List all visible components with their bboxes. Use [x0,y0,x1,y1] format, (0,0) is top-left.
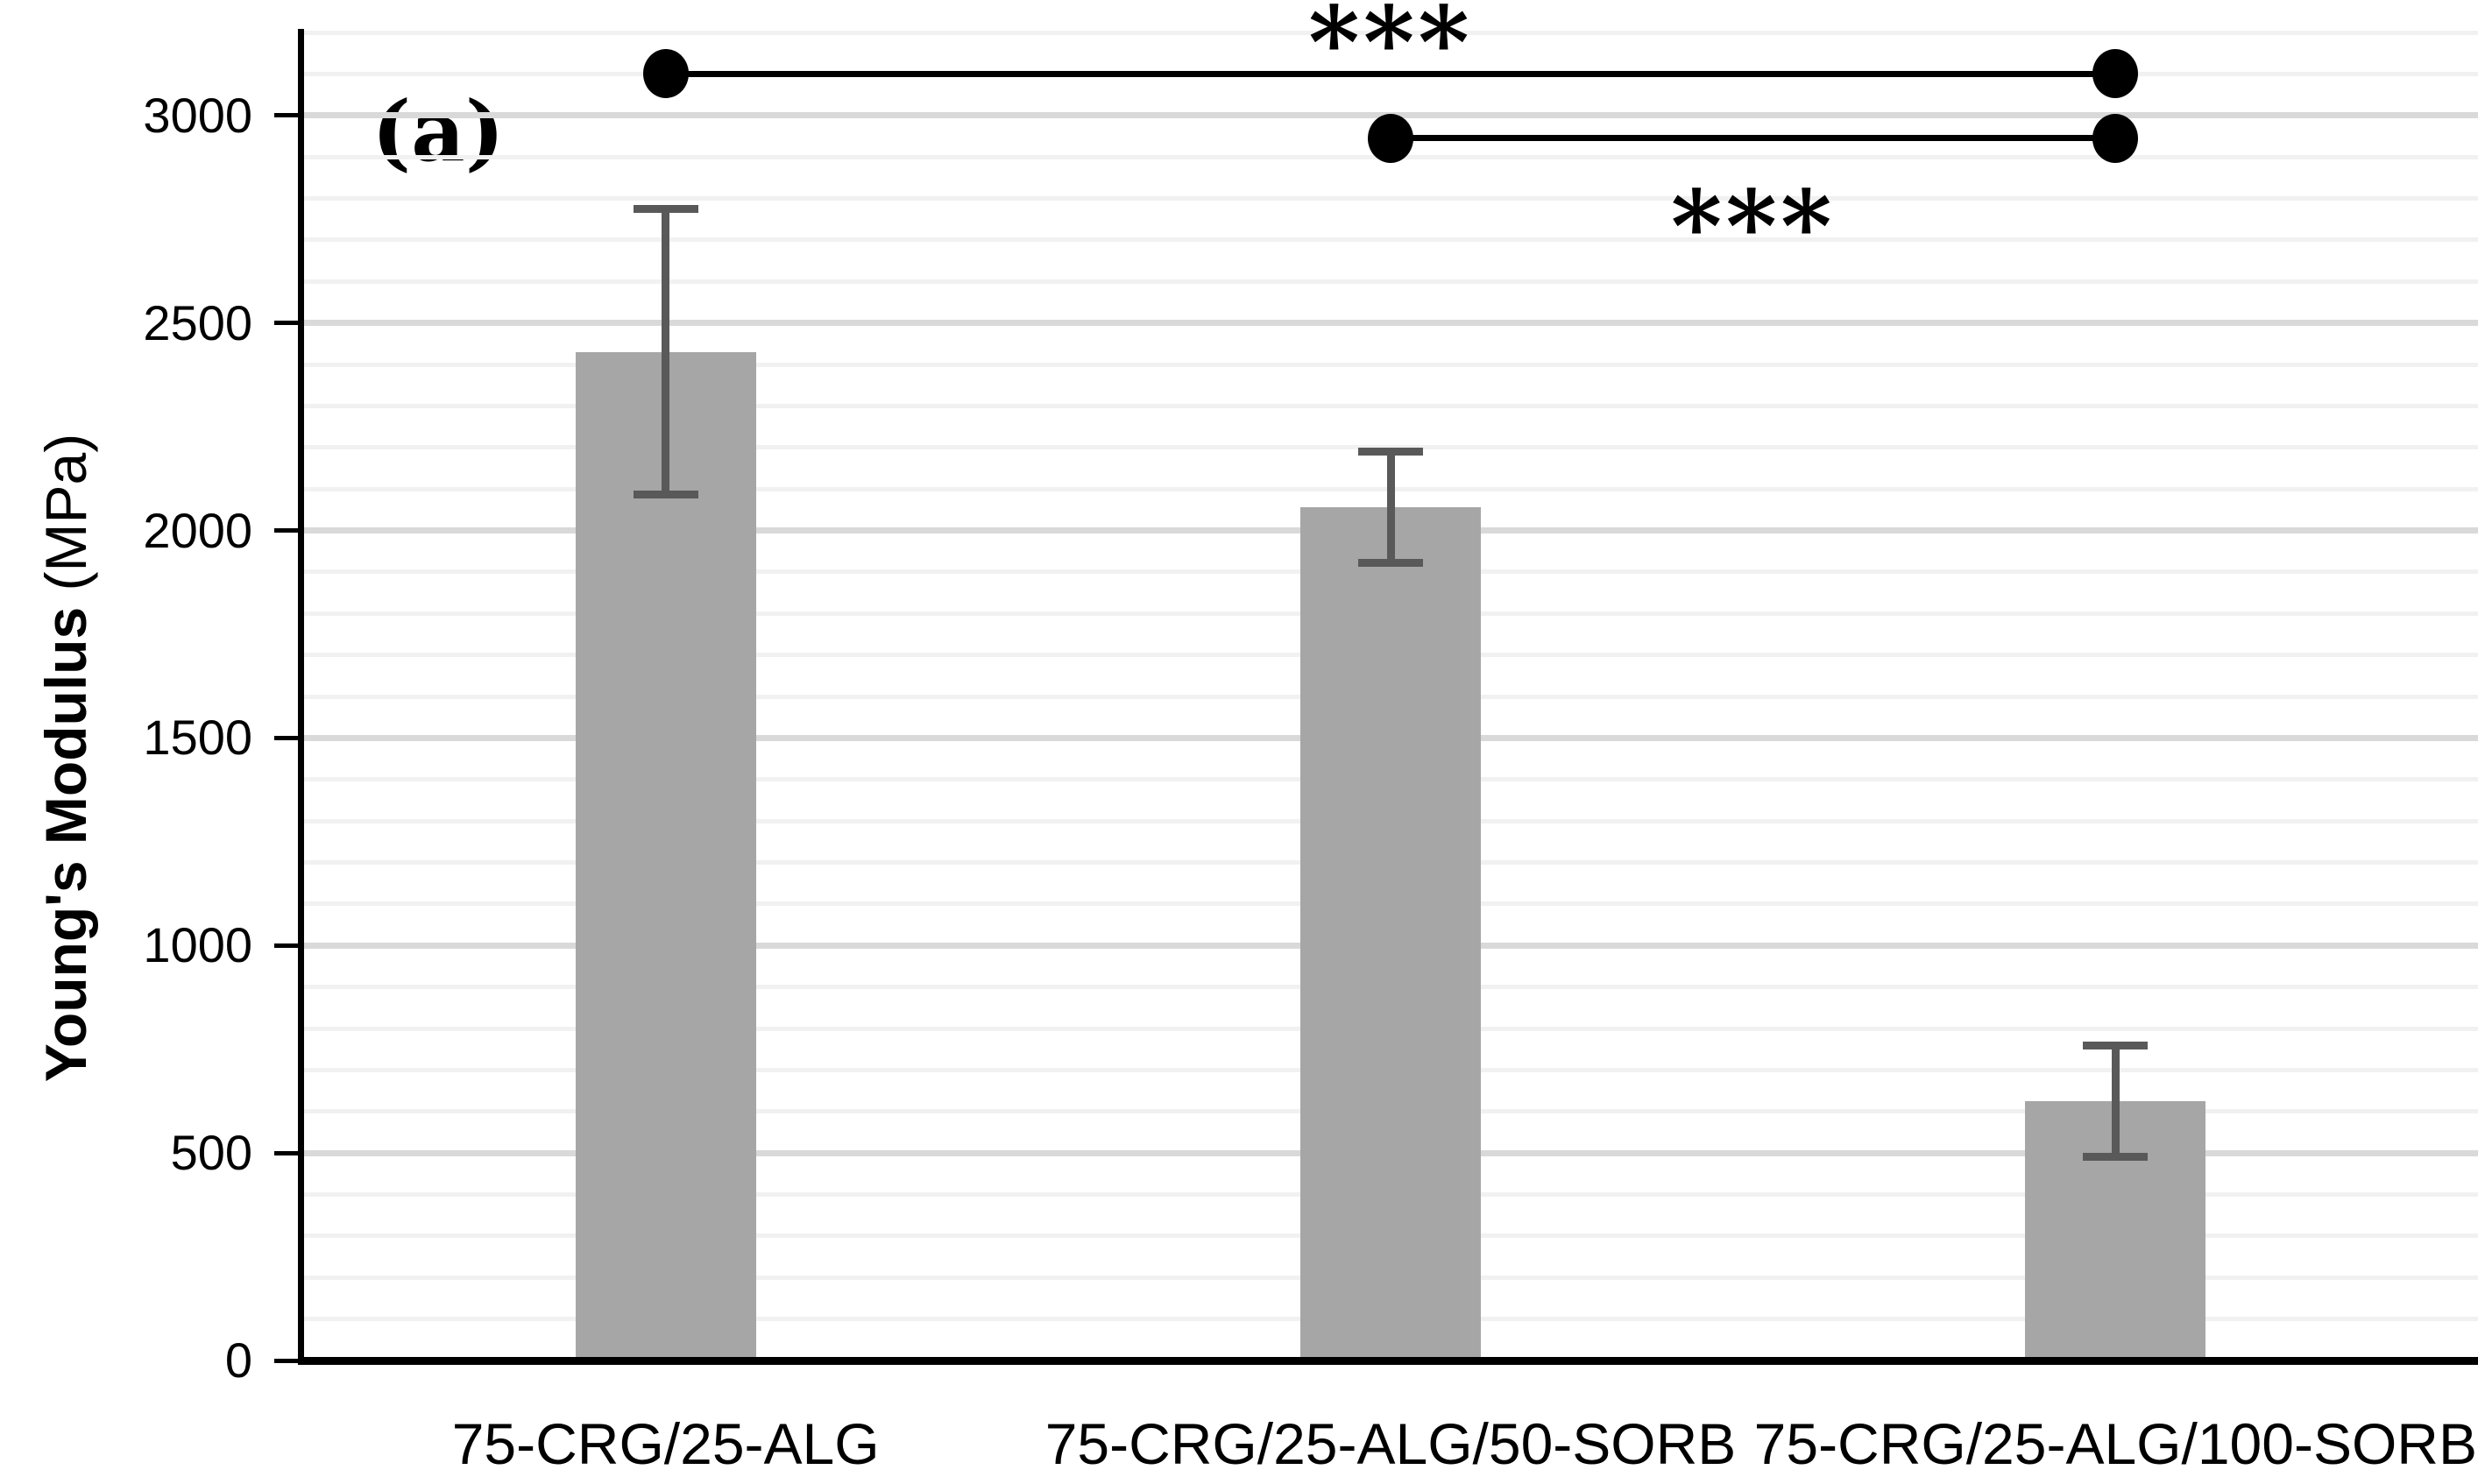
y-axis-tick [274,321,301,326]
error-bar-stem [1386,451,1395,564]
y-tick-label: 2500 [143,294,252,350]
significance-line [665,70,2116,77]
y-tick-label: 0 [224,1332,252,1388]
gridline-minor [303,445,2478,450]
significance-line [1391,135,2116,142]
y-axis-tick [274,113,301,118]
y-axis-line [298,29,304,1364]
significance-endpoint-dot [2092,113,2139,163]
significance-stars: *** [1308,0,1473,102]
error-bar-bottom-cap [1358,559,1423,568]
error-bar-bottom-cap [2083,1152,2149,1161]
category-label: 75-CRG/25-ALG/100-SORB [1753,1411,2477,1476]
gridline-minor [303,403,2478,408]
error-bar-top-cap [633,205,698,214]
bar [575,351,756,1364]
significance-endpoint-dot [2092,49,2139,99]
gridline-minor [303,362,2478,367]
category-label: 75-CRG/25-ALG/50-SORB [1044,1411,1737,1476]
error-bar-bottom-cap [633,491,698,499]
significance-stars: *** [1670,169,1836,285]
gridline-minor [303,279,2478,284]
gridline-minor [303,196,2478,201]
gridline-minor [303,237,2478,243]
y-axis-tick [274,1358,301,1363]
error-bar-stem [2111,1044,2120,1157]
error-bar-top-cap [2083,1041,2149,1049]
gridline-minor [303,30,2478,35]
y-tick-label: 3000 [143,87,252,143]
y-tick-label: 1000 [143,917,252,973]
y-tick-label: 2000 [143,502,252,558]
panel-label: (a) [372,83,505,180]
significance-endpoint-dot [642,49,689,99]
error-bar-stem [662,208,670,496]
y-tick-label: 1500 [143,710,252,766]
significance-endpoint-dot [1368,113,1413,163]
y-tick-label: 500 [170,1125,252,1181]
category-label: 75-CRG/25-ALG [451,1411,880,1476]
y-axis-tick [274,528,301,533]
gridline-major [303,320,2478,327]
error-bar-top-cap [1358,448,1423,456]
y-axis-tick [274,1150,301,1155]
y-axis-tick [274,735,301,740]
bar [1300,507,1481,1364]
x-axis-line [298,1357,2478,1365]
y-axis-tick [274,943,301,948]
y-axis-title-text: Young's Modulus [33,606,98,1083]
